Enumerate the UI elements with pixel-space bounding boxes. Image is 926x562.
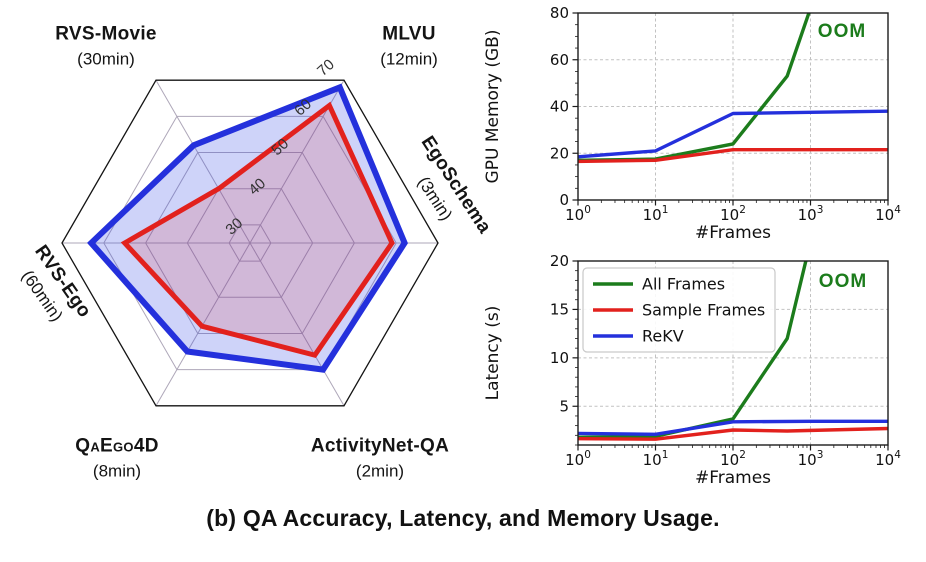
figure-caption: (b) QA Accuracy, Latency, and Memory Usa… <box>206 505 720 531</box>
radar-outer-hexagon <box>61 79 439 407</box>
series-line-sample-frames <box>578 426 888 441</box>
radar-axis-label-activitynet-qa: ActivityNet-QA (2min) <box>311 435 449 484</box>
y-axis-label: GPU Memory (GB) <box>483 30 503 184</box>
legend: All Frames Sample Frames ReKV <box>582 267 776 353</box>
y-tick-label: 15 <box>550 300 569 318</box>
y-tick-label: 10 <box>550 349 569 367</box>
radar-axis-label-rvs-movie: RVS-Movie (30min) <box>55 23 157 72</box>
legend-label-sample-frames: Sample Frames <box>642 301 765 320</box>
radar-axis-duration: (12min) <box>380 49 438 69</box>
series-line-all-frames <box>578 261 808 439</box>
x-axis-label: #Frames <box>695 223 771 243</box>
x-tick-label: 104 <box>875 449 901 469</box>
y-tick-label: 5 <box>559 397 569 415</box>
radar-axis-label-qaego4d: QaEgo4D (8min) <box>75 435 158 484</box>
radar-axis-name: ActivityNet-QA <box>310 435 450 457</box>
radar-axis-name: MLVU <box>382 23 436 45</box>
series-line-rekv <box>578 419 888 437</box>
series-line-rekv <box>578 109 888 159</box>
radar-axis-label-mlvu: MLVU (12min) <box>380 23 438 72</box>
radar-axis-duration: (2min) <box>355 461 405 481</box>
latency-chart-svg: 100 101 102 103 104 5 10 15 20 #Frames Latency (s)… <box>483 252 901 488</box>
gpu-memory-chart-svg: 100 101 102 103 104 0 20 40 60 80 #Frames GPU Memor… <box>483 4 901 243</box>
y-axis-label: Latency (s) <box>483 306 503 401</box>
legend-box <box>582 267 776 353</box>
series-line-sample-frames <box>578 147 888 164</box>
x-tick-label: 101 <box>643 204 669 224</box>
radar-axis-name: QaEgo4D <box>75 435 159 457</box>
y-tick-label: 20 <box>550 144 569 162</box>
x-tick-label: 100 <box>565 449 591 469</box>
legend-label-rekv: ReKV <box>642 327 684 346</box>
x-axis-label: #Frames <box>695 468 771 488</box>
y-tick-label: 0 <box>559 191 569 209</box>
oom-annotation: OOM <box>819 271 867 292</box>
radar-spoke-rvs-movie <box>155 79 251 244</box>
x-tick-label: 102 <box>720 204 746 224</box>
y-tick-label: 20 <box>550 252 569 270</box>
radar-spoke-activitynet-qa <box>249 242 345 407</box>
radar-series-sample-frames <box>120 101 395 359</box>
radar-axis-duration: (8min) <box>92 461 142 481</box>
radar-axis-duration: (30min) <box>77 49 135 69</box>
radar-series-rekv <box>87 83 408 373</box>
x-tick-label: 103 <box>798 449 824 469</box>
x-tick-label: 103 <box>798 204 824 224</box>
legend-label-all-frames: All Frames <box>642 275 725 294</box>
radar-axis-name: RVS-Movie <box>55 23 157 45</box>
x-tick-label: 101 <box>643 449 669 469</box>
series-line-all-frames <box>578 13 811 162</box>
y-tick-label: 40 <box>550 98 569 116</box>
radar-tick-label-70: 70 <box>314 56 338 80</box>
x-tick-label: 104 <box>875 204 901 224</box>
y-tick-label: 80 <box>550 4 569 22</box>
oom-annotation: OOM <box>818 21 866 42</box>
x-tick-label: 100 <box>565 204 591 224</box>
y-tick-label: 60 <box>550 51 569 69</box>
x-tick-label: 102 <box>720 449 746 469</box>
